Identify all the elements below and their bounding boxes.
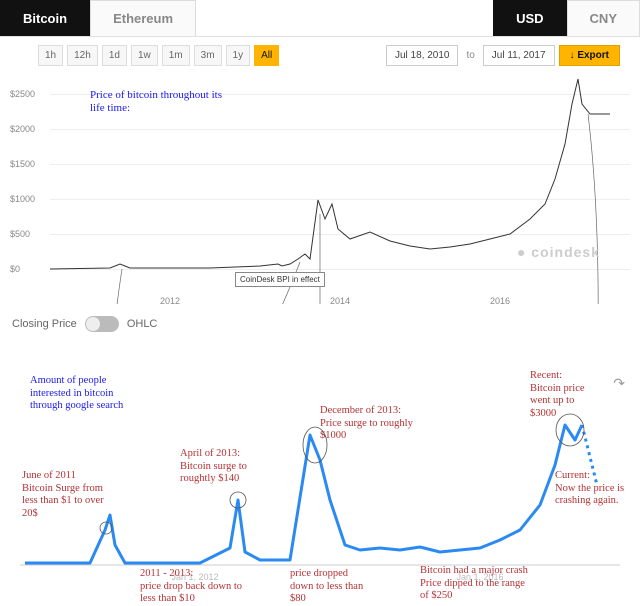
range-1y[interactable]: 1y [226, 45, 251, 66]
date-start[interactable]: Jul 18, 2010 [386, 45, 459, 66]
annot-drop80: price dropped down to less than $80 [290, 568, 363, 606]
range-1d[interactable]: 1d [102, 45, 127, 66]
to-label: to [462, 50, 478, 61]
crypto-tab-bar: Bitcoin Ethereum USD CNY [0, 0, 640, 37]
page: Bitcoin Ethereum USD CNY 1h 12h 1d 1w 1m… [0, 0, 640, 590]
annot-current: Current: Now the price is crashing again… [555, 470, 635, 508]
range-1m[interactable]: 1m [162, 45, 190, 66]
ohlc-label: OHLC [127, 318, 158, 330]
annot-jun2011: June of 2011 Bitcoin Surge from less tha… [22, 470, 104, 520]
trends-chart: ↷ Jan 1, 2012 Jan 1, 2016 Amount of peop… [10, 370, 630, 590]
range-3m[interactable]: 3m [194, 45, 222, 66]
annot-apr2013: April of 2013: Bitcoin surge to roughtly… [180, 448, 247, 486]
annot-recent: Recent: Bitcoin price went up to $3000 [530, 370, 585, 420]
tab-ethereum[interactable]: Ethereum [90, 0, 196, 36]
range-1h[interactable]: 1h [38, 45, 63, 66]
export-button[interactable]: ↓ Export [559, 45, 620, 66]
export-label: Export [577, 50, 609, 61]
bpi-tooltip: CoinDesk BPI in effect [235, 272, 325, 287]
price-line-svg [10, 74, 630, 304]
price-chart: $2500 $2000 $1500 $1000 $500 $0 2012 201… [10, 74, 630, 304]
annot-header: Amount of people interested in bitcoin t… [30, 375, 123, 413]
tab-usd[interactable]: USD [493, 0, 566, 36]
annot-dec2013: December of 2013: Price surge to roughly… [320, 405, 413, 443]
annot-crash250: Bitcoin had a major crash Price dipped t… [420, 565, 528, 603]
tab-bitcoin[interactable]: Bitcoin [0, 0, 90, 36]
annot-drop10: 2011 - 2013: price drop back down to les… [140, 568, 242, 606]
closing-price-label: Closing Price [12, 318, 77, 330]
ohlc-toggle[interactable] [85, 316, 119, 332]
range-all[interactable]: All [254, 45, 279, 66]
controls-row: 1h 12h 1d 1w 1m 3m 1y All Jul 18, 2010 t… [0, 37, 640, 74]
tab-cny[interactable]: CNY [567, 0, 640, 36]
toggle-row: Closing Price OHLC [0, 304, 640, 340]
coindesk-watermark: coindesk [517, 244, 600, 260]
date-end[interactable]: Jul 11, 2017 [483, 45, 555, 66]
range-12h[interactable]: 12h [67, 45, 98, 66]
range-1w[interactable]: 1w [131, 45, 158, 66]
